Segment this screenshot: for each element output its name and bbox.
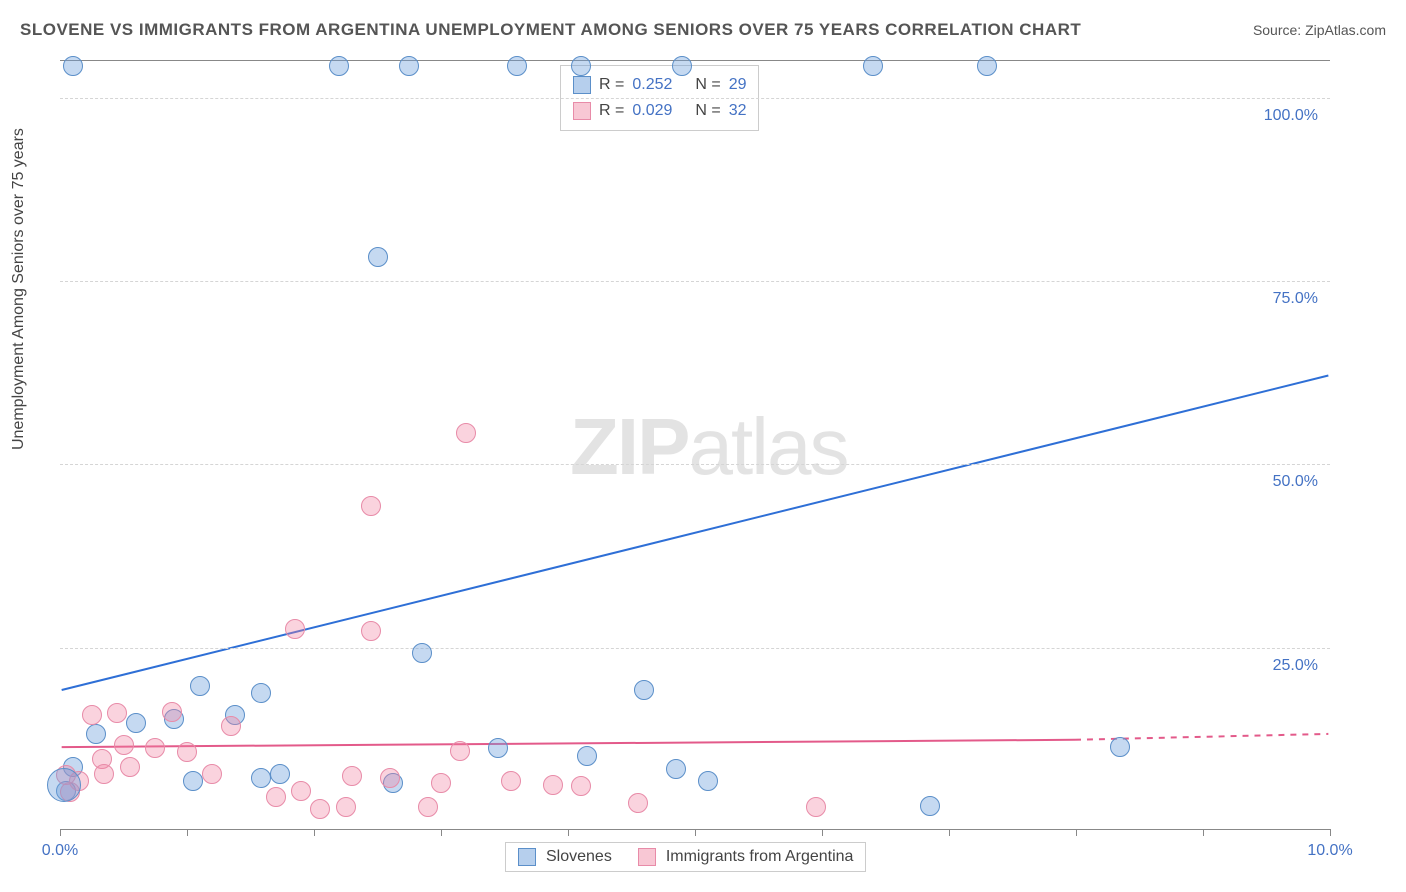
chart-title: SLOVENE VS IMMIGRANTS FROM ARGENTINA UNE… (20, 20, 1081, 40)
stat-n-label: N = (695, 76, 720, 94)
scatter-point (399, 56, 419, 76)
stat-r-label-2: R = (599, 102, 624, 120)
stat-r-label: R = (599, 76, 624, 94)
scatter-point (806, 797, 826, 817)
scatter-point (431, 773, 451, 793)
scatter-point (285, 619, 305, 639)
scatter-point (863, 56, 883, 76)
scatter-point (488, 738, 508, 758)
scatter-point (221, 716, 241, 736)
y-tick-label: 25.0% (1273, 657, 1318, 675)
scatter-point (291, 781, 311, 801)
scatter-point (450, 741, 470, 761)
scatter-point (507, 56, 527, 76)
gridline (60, 98, 1330, 99)
watermark-atlas: atlas (688, 402, 847, 491)
swatch-blue-icon (573, 76, 591, 94)
stat-n-pink: 32 (729, 102, 747, 120)
scatter-point (145, 738, 165, 758)
x-tick (187, 829, 188, 836)
swatch-pink-icon (573, 102, 591, 120)
x-tick (441, 829, 442, 836)
scatter-point (310, 799, 330, 819)
trend-lines-layer (60, 61, 1330, 829)
scatter-point (543, 775, 563, 795)
scatter-point (190, 676, 210, 696)
gridline (60, 464, 1330, 465)
scatter-point (577, 746, 597, 766)
scatter-point (977, 56, 997, 76)
scatter-point (266, 787, 286, 807)
stat-n-label-2: N = (695, 102, 720, 120)
x-tick-label: 10.0% (1307, 842, 1352, 860)
scatter-point (251, 768, 271, 788)
legend-swatch-blue-icon (518, 848, 536, 866)
scatter-point (368, 247, 388, 267)
scatter-point (456, 423, 476, 443)
scatter-point (114, 735, 134, 755)
scatter-point (251, 683, 271, 703)
y-tick-label: 75.0% (1273, 290, 1318, 308)
x-tick (1076, 829, 1077, 836)
scatter-point (47, 768, 81, 802)
scatter-point (162, 702, 182, 722)
scatter-point (183, 771, 203, 791)
scatter-point (571, 56, 591, 76)
x-tick (1203, 829, 1204, 836)
scatter-point (120, 757, 140, 777)
scatter-point (329, 56, 349, 76)
scatter-point (666, 759, 686, 779)
watermark: ZIPatlas (570, 401, 847, 493)
scatter-point (177, 742, 197, 762)
scatter-point (571, 776, 591, 796)
y-axis-label: Unemployment Among Seniors over 75 years (10, 128, 28, 450)
scatter-point (126, 713, 146, 733)
scatter-point (418, 797, 438, 817)
scatter-point (634, 680, 654, 700)
legend: Slovenes Immigrants from Argentina (505, 842, 866, 872)
x-tick (695, 829, 696, 836)
scatter-point (270, 764, 290, 784)
scatter-point (202, 764, 222, 784)
watermark-zip: ZIP (570, 402, 688, 491)
y-tick-label: 100.0% (1264, 107, 1318, 125)
scatter-point (361, 621, 381, 641)
source-label: Source: ZipAtlas.com (1253, 22, 1386, 38)
stat-n-blue: 29 (729, 76, 747, 94)
scatter-point (412, 643, 432, 663)
scatter-point (672, 56, 692, 76)
x-tick (314, 829, 315, 836)
scatter-point (380, 768, 400, 788)
scatter-point (628, 793, 648, 813)
chart-plot-area: ZIPatlas R = 0.252 N = 29 R = 0.029 N = … (60, 60, 1330, 830)
x-tick (568, 829, 569, 836)
legend-swatch-pink-icon (638, 848, 656, 866)
x-tick (949, 829, 950, 836)
scatter-point (361, 496, 381, 516)
gridline (60, 648, 1330, 649)
x-tick-label: 0.0% (42, 842, 78, 860)
scatter-point (698, 771, 718, 791)
scatter-point (342, 766, 362, 786)
y-tick-label: 50.0% (1273, 473, 1318, 491)
scatter-point (107, 703, 127, 723)
stat-r-pink: 0.029 (632, 102, 687, 120)
scatter-point (920, 796, 940, 816)
scatter-point (86, 724, 106, 744)
gridline (60, 281, 1330, 282)
scatter-point (82, 705, 102, 725)
scatter-point (501, 771, 521, 791)
stats-row-blue: R = 0.252 N = 29 (573, 72, 746, 98)
x-tick (1330, 829, 1331, 836)
x-tick (60, 829, 61, 836)
legend-label-blue: Slovenes (546, 848, 612, 866)
scatter-point (94, 764, 114, 784)
scatter-point (63, 56, 83, 76)
scatter-point (336, 797, 356, 817)
legend-label-pink: Immigrants from Argentina (666, 848, 854, 866)
x-tick (822, 829, 823, 836)
stat-r-blue: 0.252 (632, 76, 687, 94)
scatter-point (1110, 737, 1130, 757)
stats-row-pink: R = 0.029 N = 32 (573, 98, 746, 124)
